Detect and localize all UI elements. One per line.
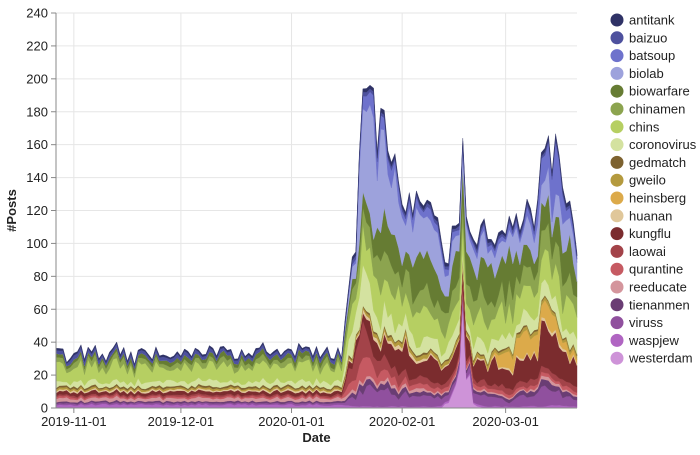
legend-swatch-waspjew (610, 333, 624, 347)
legend-swatch-westerdam (610, 351, 624, 365)
y-tick-label: 20 (34, 368, 48, 383)
legend-swatch-biowarfare (610, 84, 624, 98)
y-tick-label: 0 (41, 401, 48, 416)
legend-swatch-kungflu (610, 227, 624, 241)
legend-label-batsoup: batsoup (629, 48, 675, 63)
y-tick-label: 140 (26, 170, 48, 185)
legend-label-qurantine: qurantine (629, 262, 683, 277)
y-axis-title: #Posts (4, 189, 19, 232)
legend-label-coronovirus: coronovirus (629, 137, 697, 152)
legend-label-chins: chins (629, 119, 660, 134)
y-tick-label: 160 (26, 137, 48, 152)
y-tick-label: 240 (26, 6, 48, 21)
legend-label-chinamen: chinamen (629, 102, 685, 117)
legend-label-reeducate: reeducate (629, 280, 687, 295)
legend-label-gweilo: gweilo (629, 173, 666, 188)
legend-label-biowarfare: biowarfare (629, 84, 690, 99)
y-tick-label: 200 (26, 71, 48, 86)
legend-label-biolab: biolab (629, 66, 664, 81)
legend-swatch-qurantine (610, 262, 624, 276)
legend-swatch-chinamen (610, 102, 624, 116)
legend-label-antitank: antitank (629, 13, 675, 28)
x-tick-label: 2020-03-01 (472, 414, 539, 429)
legend-label-gedmatch: gedmatch (629, 155, 686, 170)
gridlines (56, 12, 577, 409)
legend-swatch-huanan (610, 209, 624, 223)
legend-label-heinsberg: heinsberg (629, 191, 686, 206)
x-tick-label: 2019-11-01 (41, 414, 107, 429)
legend-swatch-gweilo (610, 173, 624, 187)
y-tick-label: 100 (26, 236, 48, 251)
legend-swatch-heinsberg (610, 191, 624, 205)
x-tick-label: 2019-12-01 (148, 414, 215, 429)
legend-swatch-antitank (610, 13, 624, 27)
x-tick-label: 2020-02-01 (369, 414, 436, 429)
y-tick-label: 120 (26, 203, 48, 218)
legend-swatch-gedmatch (610, 155, 624, 169)
axes: 0 20 40 60 80 100 120 140 160 180 200 220 240 2019-11… (26, 6, 577, 429)
legend-swatch-viruss (610, 316, 624, 330)
area-antitank (55, 84, 578, 367)
legend-label-tienanmen: tienanmen (629, 297, 690, 312)
y-tick-label: 60 (34, 302, 48, 317)
x-tick-label: 2020-01-01 (258, 414, 325, 429)
legend-swatch-tienanmen (610, 298, 624, 312)
y-tick-label: 40 (34, 335, 48, 350)
legend-swatch-reeducate (610, 280, 624, 294)
legend-label-baizuo: baizuo (629, 30, 667, 45)
legend-swatch-biolab (610, 66, 624, 80)
legend-label-huanan: huanan (629, 208, 672, 223)
legend-swatch-coronovirus (610, 138, 624, 152)
legend-label-waspjew: waspjew (628, 333, 679, 348)
y-tick-label: 180 (26, 104, 48, 119)
legend-label-westerdam: westerdam (628, 351, 693, 366)
legend-label-laowai: laowai (629, 244, 666, 259)
legend-swatch-baizuo (610, 31, 624, 45)
legend-swatch-laowai (610, 244, 624, 258)
y-tick-label: 80 (34, 269, 48, 284)
legend: antitank baizuo batsoup biolab biowarfare chi… (610, 13, 697, 366)
legend-label-kungflu: kungflu (629, 226, 671, 241)
legend-swatch-chins (610, 120, 624, 134)
x-axis-title: Date (302, 430, 330, 445)
legend-swatch-batsoup (610, 49, 624, 63)
plot-area (55, 84, 578, 409)
y-tick-label: 220 (26, 38, 48, 53)
legend-label-viruss: viruss (629, 315, 663, 330)
